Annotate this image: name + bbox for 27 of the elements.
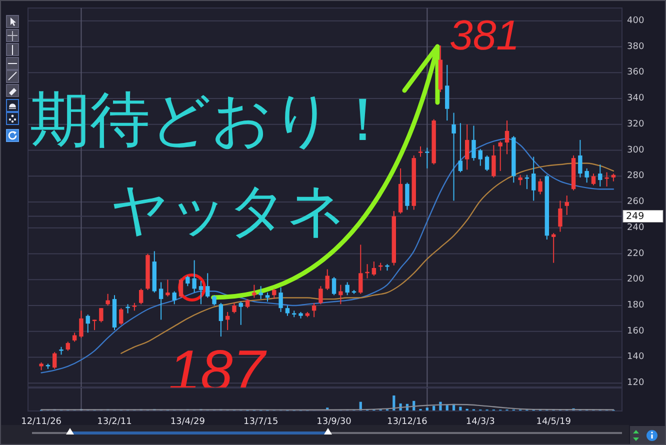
y-tick-label: 260 [627,197,644,208]
annotation: 381 [449,12,520,59]
y-tick-label: 320 [627,119,644,130]
y-tick-label: 140 [627,352,644,362]
y-tick-label: 340 [627,94,644,104]
x-tick-label: 14/5/19 [536,417,572,427]
y-tick-label: 180 [627,300,644,311]
annotation: 期待どおり！ [30,85,393,155]
x-tick-label: 13/9/30 [316,417,352,427]
x-tick-label: 13/2/11 [97,417,132,427]
y-tick-label: 240 [627,222,644,233]
x-tick-label: 13/4/29 [170,417,206,427]
y-tick-label: 160 [627,326,644,336]
y-tick-label: 400 [627,16,644,26]
y-tick-label: 300 [627,145,644,156]
y-tick-label: 120 [627,378,644,388]
ref-line-label: 249 [626,210,644,222]
x-tick-label: 13/7/15 [243,417,278,427]
x-tick-label: 13/12/16 [387,417,428,427]
y-tick-label: 200 [627,274,644,285]
y-tick-label: 280 [627,171,644,182]
annotation: ヤッタネ [110,176,346,244]
x-tick-label: 14/3/3 [466,417,495,427]
y-tick-label: 380 [627,42,644,52]
y-tick-label: 360 [627,68,644,78]
x-tick-label: 12/11/26 [21,417,62,427]
y-tick-label: 220 [627,248,644,259]
